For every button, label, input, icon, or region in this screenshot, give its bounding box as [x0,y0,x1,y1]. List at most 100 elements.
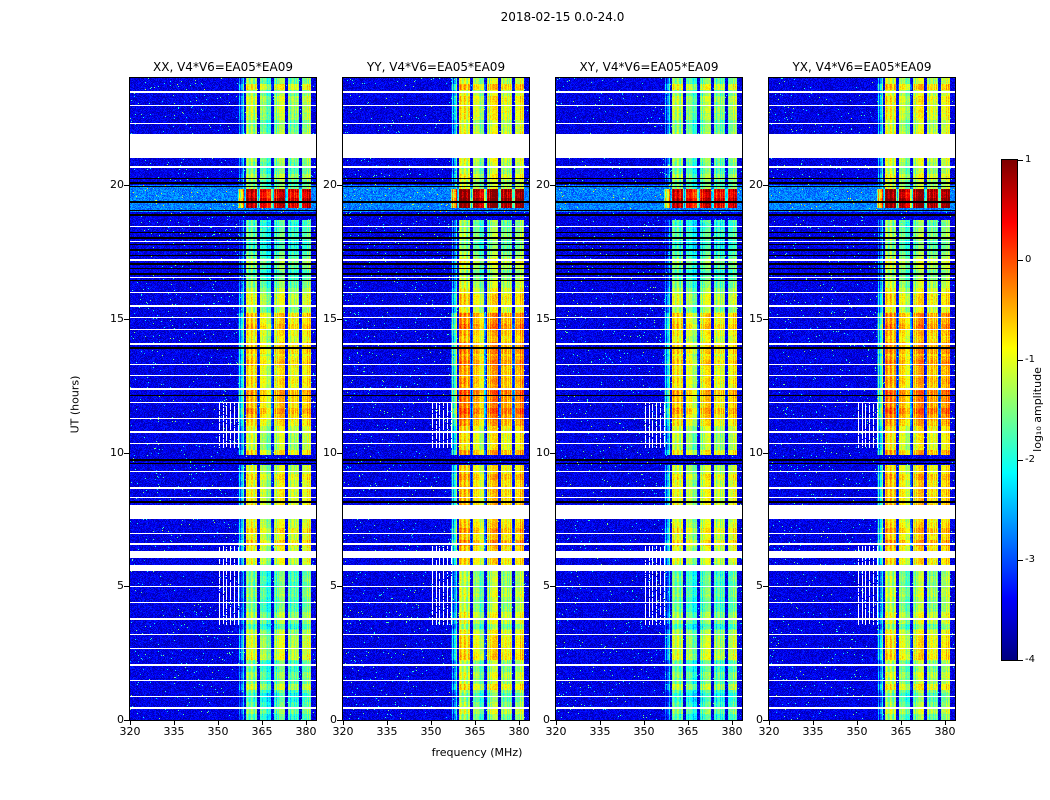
y-tick-label: 15 [536,312,550,325]
y-tick-label: 5 [756,579,763,592]
x-tick-mark [519,721,520,725]
x-tick-mark [857,721,858,725]
y-tick-mark [124,319,129,320]
x-tick-mark [901,721,902,725]
y-tick-mark [124,586,129,587]
colorbar-tick-mark [1018,260,1023,261]
spectrogram-panel-yy [342,77,530,721]
x-tick-label: 335 [802,725,824,738]
x-tick-label: 350 [420,725,442,738]
y-tick-label: 15 [110,312,124,325]
y-tick-label: 0 [543,713,550,726]
y-tick-label: 0 [756,713,763,726]
colorbar-tick-label: -2 [1025,454,1035,465]
x-tick-label: 350 [633,725,655,738]
x-tick-label: 380 [295,725,317,738]
x-tick-mark [262,721,263,725]
colorbar-tick-label: -1 [1025,354,1035,365]
colorbar-tick-mark [1018,460,1023,461]
x-tick-mark [431,721,432,725]
y-tick-label: 10 [110,446,124,459]
y-tick-label: 20 [536,178,550,191]
x-tick-mark [218,721,219,725]
y-tick-mark [124,453,129,454]
x-tick-label: 320 [332,725,354,738]
spectrogram-panel-xx [129,77,317,721]
colorbar-tick-mark [1018,160,1023,161]
y-tick-mark [124,720,129,721]
colorbar-tick-label: -3 [1025,554,1035,565]
y-tick-label: 5 [543,579,550,592]
x-tick-mark [343,721,344,725]
x-tick-mark [475,721,476,725]
x-tick-mark [174,721,175,725]
x-tick-label: 365 [890,725,912,738]
x-tick-label: 350 [846,725,868,738]
x-tick-label: 320 [119,725,141,738]
y-tick-mark [337,720,342,721]
x-tick-mark [130,721,131,725]
y-tick-mark [763,586,768,587]
panel-title-yx: YX, V4*V6=EA05*EA09 [792,60,932,74]
y-tick-label: 10 [536,446,550,459]
y-tick-mark [337,319,342,320]
x-tick-mark [600,721,601,725]
colorbar-label: log₁₀ amplitude [1030,367,1044,452]
y-tick-mark [124,185,129,186]
y-tick-mark [550,720,555,721]
y-tick-mark [763,319,768,320]
colorbar-tick-mark [1018,360,1023,361]
y-tick-label: 0 [330,713,337,726]
y-tick-label: 5 [117,579,124,592]
panel-title-xx: XX, V4*V6=EA05*EA09 [153,60,293,74]
x-tick-mark [732,721,733,725]
x-tick-mark [644,721,645,725]
y-tick-mark [550,453,555,454]
x-tick-label: 380 [721,725,743,738]
y-tick-mark [337,453,342,454]
colorbar-gradient [1001,159,1018,661]
spectrogram-panel-xy [555,77,743,721]
y-tick-label: 5 [330,579,337,592]
y-tick-mark [550,319,555,320]
colorbar-tick-label: 0 [1025,254,1032,265]
colorbar-tick-mark [1018,560,1023,561]
y-tick-mark [337,586,342,587]
y-tick-label: 20 [110,178,124,191]
y-tick-mark [550,185,555,186]
x-tick-mark [813,721,814,725]
x-tick-mark [556,721,557,725]
y-tick-label: 20 [749,178,763,191]
x-tick-label: 335 [376,725,398,738]
x-tick-label: 335 [589,725,611,738]
x-tick-mark [769,721,770,725]
panel-title-yy: YY, V4*V6=EA05*EA09 [366,60,506,74]
x-tick-mark [306,721,307,725]
x-tick-mark [688,721,689,725]
y-tick-label: 0 [117,713,124,726]
y-tick-mark [337,185,342,186]
y-tick-label: 10 [749,446,763,459]
spectrogram-panel-yx [768,77,956,721]
y-tick-label: 15 [323,312,337,325]
y-tick-label: 20 [323,178,337,191]
x-tick-label: 380 [934,725,956,738]
colorbar-tick-mark [1018,660,1023,661]
y-tick-mark [763,185,768,186]
colorbar-tick-label: -4 [1025,654,1035,665]
y-tick-mark [550,586,555,587]
x-tick-label: 335 [163,725,185,738]
x-axis-label: frequency (MHz) [431,746,523,759]
x-tick-label: 320 [545,725,567,738]
x-tick-label: 365 [464,725,486,738]
x-tick-label: 380 [508,725,530,738]
figure-title: 2018-02-15 0.0-24.0 [500,10,625,24]
y-tick-mark [763,720,768,721]
x-tick-label: 365 [251,725,273,738]
x-tick-label: 365 [677,725,699,738]
panel-title-xy: XY, V4*V6=EA05*EA09 [579,60,719,74]
x-tick-mark [945,721,946,725]
